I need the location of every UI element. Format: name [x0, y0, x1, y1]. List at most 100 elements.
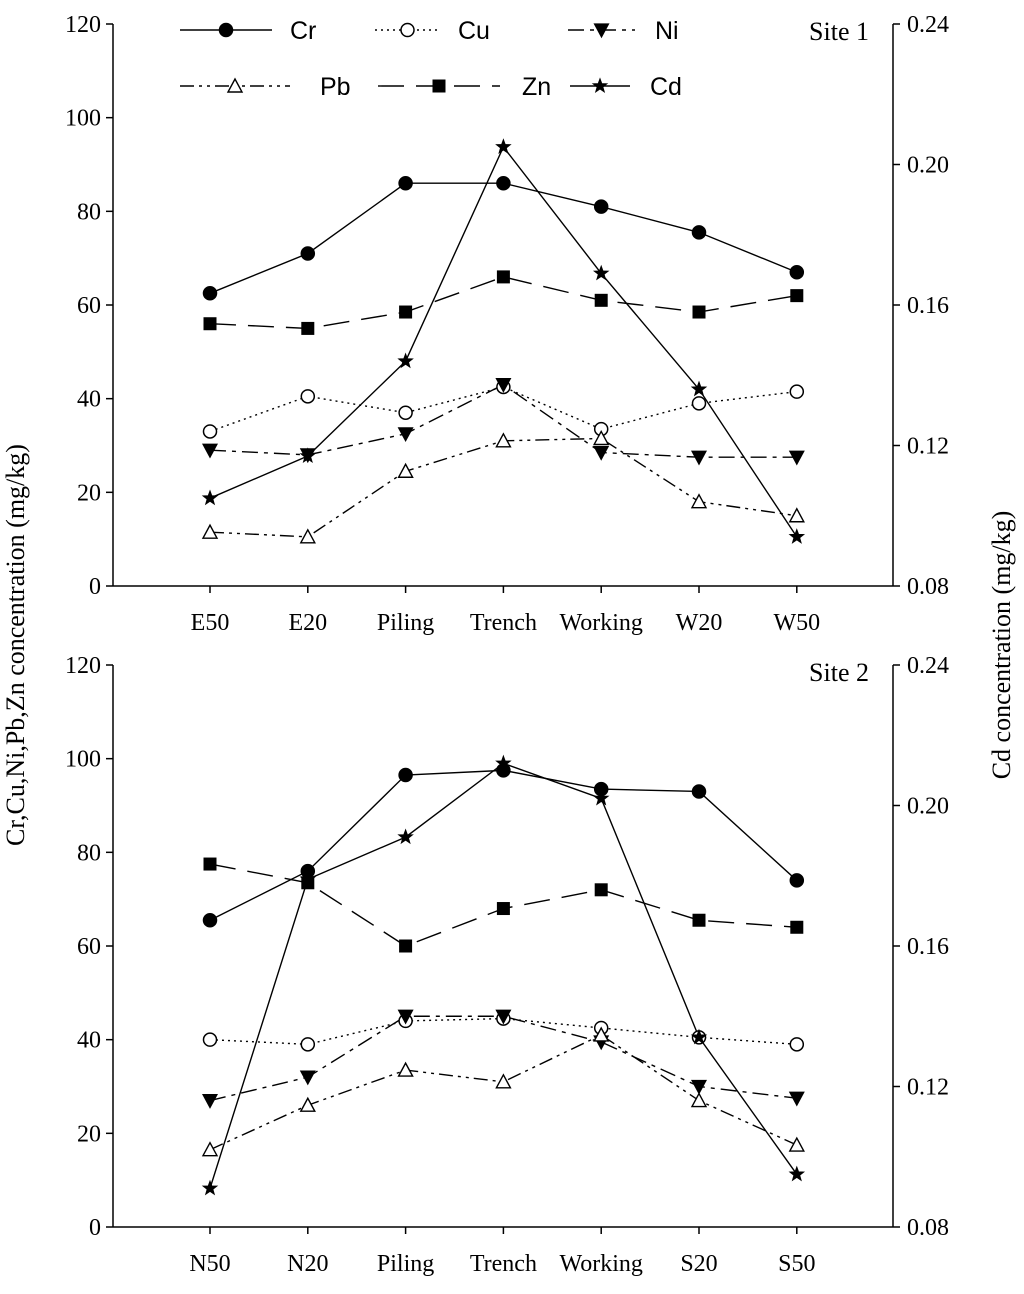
- x-tick-label-s50: S50: [778, 1251, 815, 1277]
- y-tick-label-right: 0.24: [907, 12, 949, 38]
- x-tick-label-n20: N20: [287, 1251, 328, 1277]
- point-zn-e20: [301, 321, 315, 335]
- point-pb-n50: [201, 1141, 219, 1157]
- x-tick-label-trench: Trench: [470, 1251, 537, 1277]
- point-cu-piling: [398, 405, 413, 420]
- y-tick-label-right: 0.12: [907, 434, 949, 460]
- point-cd-w20: [690, 380, 708, 397]
- point-zn-piling: [399, 305, 413, 319]
- y-tick-label-left: 20: [77, 1121, 101, 1147]
- point-pb-trench: [495, 1073, 512, 1089]
- point-ni-piling: [397, 1009, 414, 1025]
- point-cd-n50: [201, 1179, 219, 1196]
- legend-label-cd: Cd: [650, 73, 682, 101]
- y-tick-label-left: 40: [77, 1028, 101, 1054]
- x-tick-label-w50: W50: [773, 610, 820, 636]
- legend-label-cr: Cr: [290, 17, 316, 45]
- point-cd-n20: [299, 870, 317, 887]
- point-cr-s20: [691, 784, 707, 799]
- point-cr-e50: [202, 286, 218, 301]
- point-cd-e20: [299, 447, 317, 464]
- legend-marker-zn: [432, 79, 446, 93]
- point-pb-s20: [690, 1092, 708, 1108]
- x-tick-label-piling: Piling: [377, 610, 434, 636]
- y-tick-label-left: 40: [77, 387, 101, 413]
- point-pb-w50: [788, 507, 805, 523]
- y-tick-label-left: 0: [89, 574, 101, 600]
- point-cu-w50: [789, 384, 805, 399]
- point-cu-n20: [300, 1037, 316, 1052]
- point-cr-w20: [691, 225, 707, 240]
- legend-label-pb: Pb: [320, 73, 351, 101]
- y-tick-label-right: 0.20: [907, 153, 949, 179]
- point-cr-s50: [789, 873, 805, 888]
- point-zn-s50: [790, 920, 804, 934]
- point-pb-w20: [690, 493, 708, 509]
- point-cd-w50: [788, 528, 806, 544]
- x-tick-label-working: Working: [560, 610, 643, 636]
- legend-label-cu: Cu: [458, 17, 490, 45]
- y-tick-label-left: 20: [77, 480, 101, 506]
- point-ni-working: [593, 445, 610, 461]
- point-zn-working: [594, 883, 608, 897]
- point-ni-trench: [495, 1009, 512, 1025]
- point-cd-e50: [201, 489, 219, 506]
- point-ni-n50: [201, 1093, 219, 1109]
- point-ni-s20: [690, 1079, 708, 1095]
- x-tick-label-working: Working: [560, 1251, 643, 1277]
- point-cd-trench: [495, 138, 512, 154]
- point-cr-n50: [202, 912, 218, 928]
- point-cd-working: [592, 264, 610, 281]
- series-line-cd: [209, 145, 798, 538]
- x-tick-label-n50: N50: [189, 1251, 230, 1277]
- y-axis-title-right: Cd concentration (mg/kg): [987, 511, 1016, 780]
- legend-marker-ni: [593, 23, 610, 39]
- point-zn-s20: [692, 913, 706, 927]
- y-tick-label-left: 100: [65, 106, 101, 132]
- point-cu-w20: [691, 396, 707, 411]
- point-ni-e50: [201, 443, 219, 459]
- series-line-cr: [209, 769, 798, 921]
- series-line-cd: [209, 762, 798, 1189]
- y-tick-label-left: 80: [77, 840, 101, 866]
- y-tick-label-right: 0.08: [907, 574, 949, 600]
- point-zn-e50: [203, 317, 217, 331]
- point-zn-trench: [496, 902, 510, 916]
- point-cd-s50: [788, 1165, 806, 1182]
- legend-label-zn: Zn: [522, 73, 551, 101]
- point-pb-e50: [201, 523, 219, 539]
- y-tick-label-right: 0.12: [907, 1075, 949, 1101]
- y-tick-label-left: 100: [65, 747, 101, 773]
- point-cr-e20: [300, 246, 316, 261]
- point-cd-s20: [690, 1028, 708, 1045]
- site-2-chart: 0 20 40 60 80 100 120 0.08 0.12 0.16 0.20 0.24 N50 N2…: [65, 653, 949, 1277]
- point-ni-s50: [788, 1091, 805, 1107]
- point-pb-trench: [495, 432, 512, 448]
- point-ni-piling: [397, 427, 414, 443]
- point-cu-n50: [202, 1032, 218, 1047]
- x-tick-label-s20: S20: [680, 1251, 717, 1277]
- y-tick-label-left: 120: [65, 653, 101, 679]
- x-tick-label-piling: Piling: [377, 1251, 434, 1277]
- y-tick-label-right: 0.24: [907, 653, 949, 679]
- y-tick-label-left: 60: [77, 293, 101, 319]
- panel-title: Site 1: [809, 17, 869, 46]
- y-tick-label-right: 0.08: [907, 1215, 949, 1241]
- point-cd-piling: [397, 352, 414, 369]
- point-cr-working: [593, 199, 609, 214]
- series-line-pb: [209, 437, 797, 538]
- point-ni-w50: [788, 450, 805, 466]
- point-cd-trench: [495, 754, 512, 771]
- x-tick-label-e50: E50: [191, 610, 230, 636]
- point-zn-n50: [203, 857, 217, 871]
- point-pb-e20: [299, 528, 316, 544]
- point-cu-e20: [300, 389, 316, 404]
- point-cu-e50: [202, 424, 218, 439]
- y-tick-label-right: 0.16: [907, 934, 949, 960]
- y-tick-label-left: 80: [77, 199, 101, 225]
- point-cr-trench: [496, 175, 511, 191]
- site-1-chart: 0 20 40 60 80 100 120 0.08 0.12 0.16 0.20 0.24 E50 E2…: [65, 12, 949, 636]
- point-ni-n20: [299, 1070, 316, 1086]
- point-pb-s50: [788, 1136, 805, 1152]
